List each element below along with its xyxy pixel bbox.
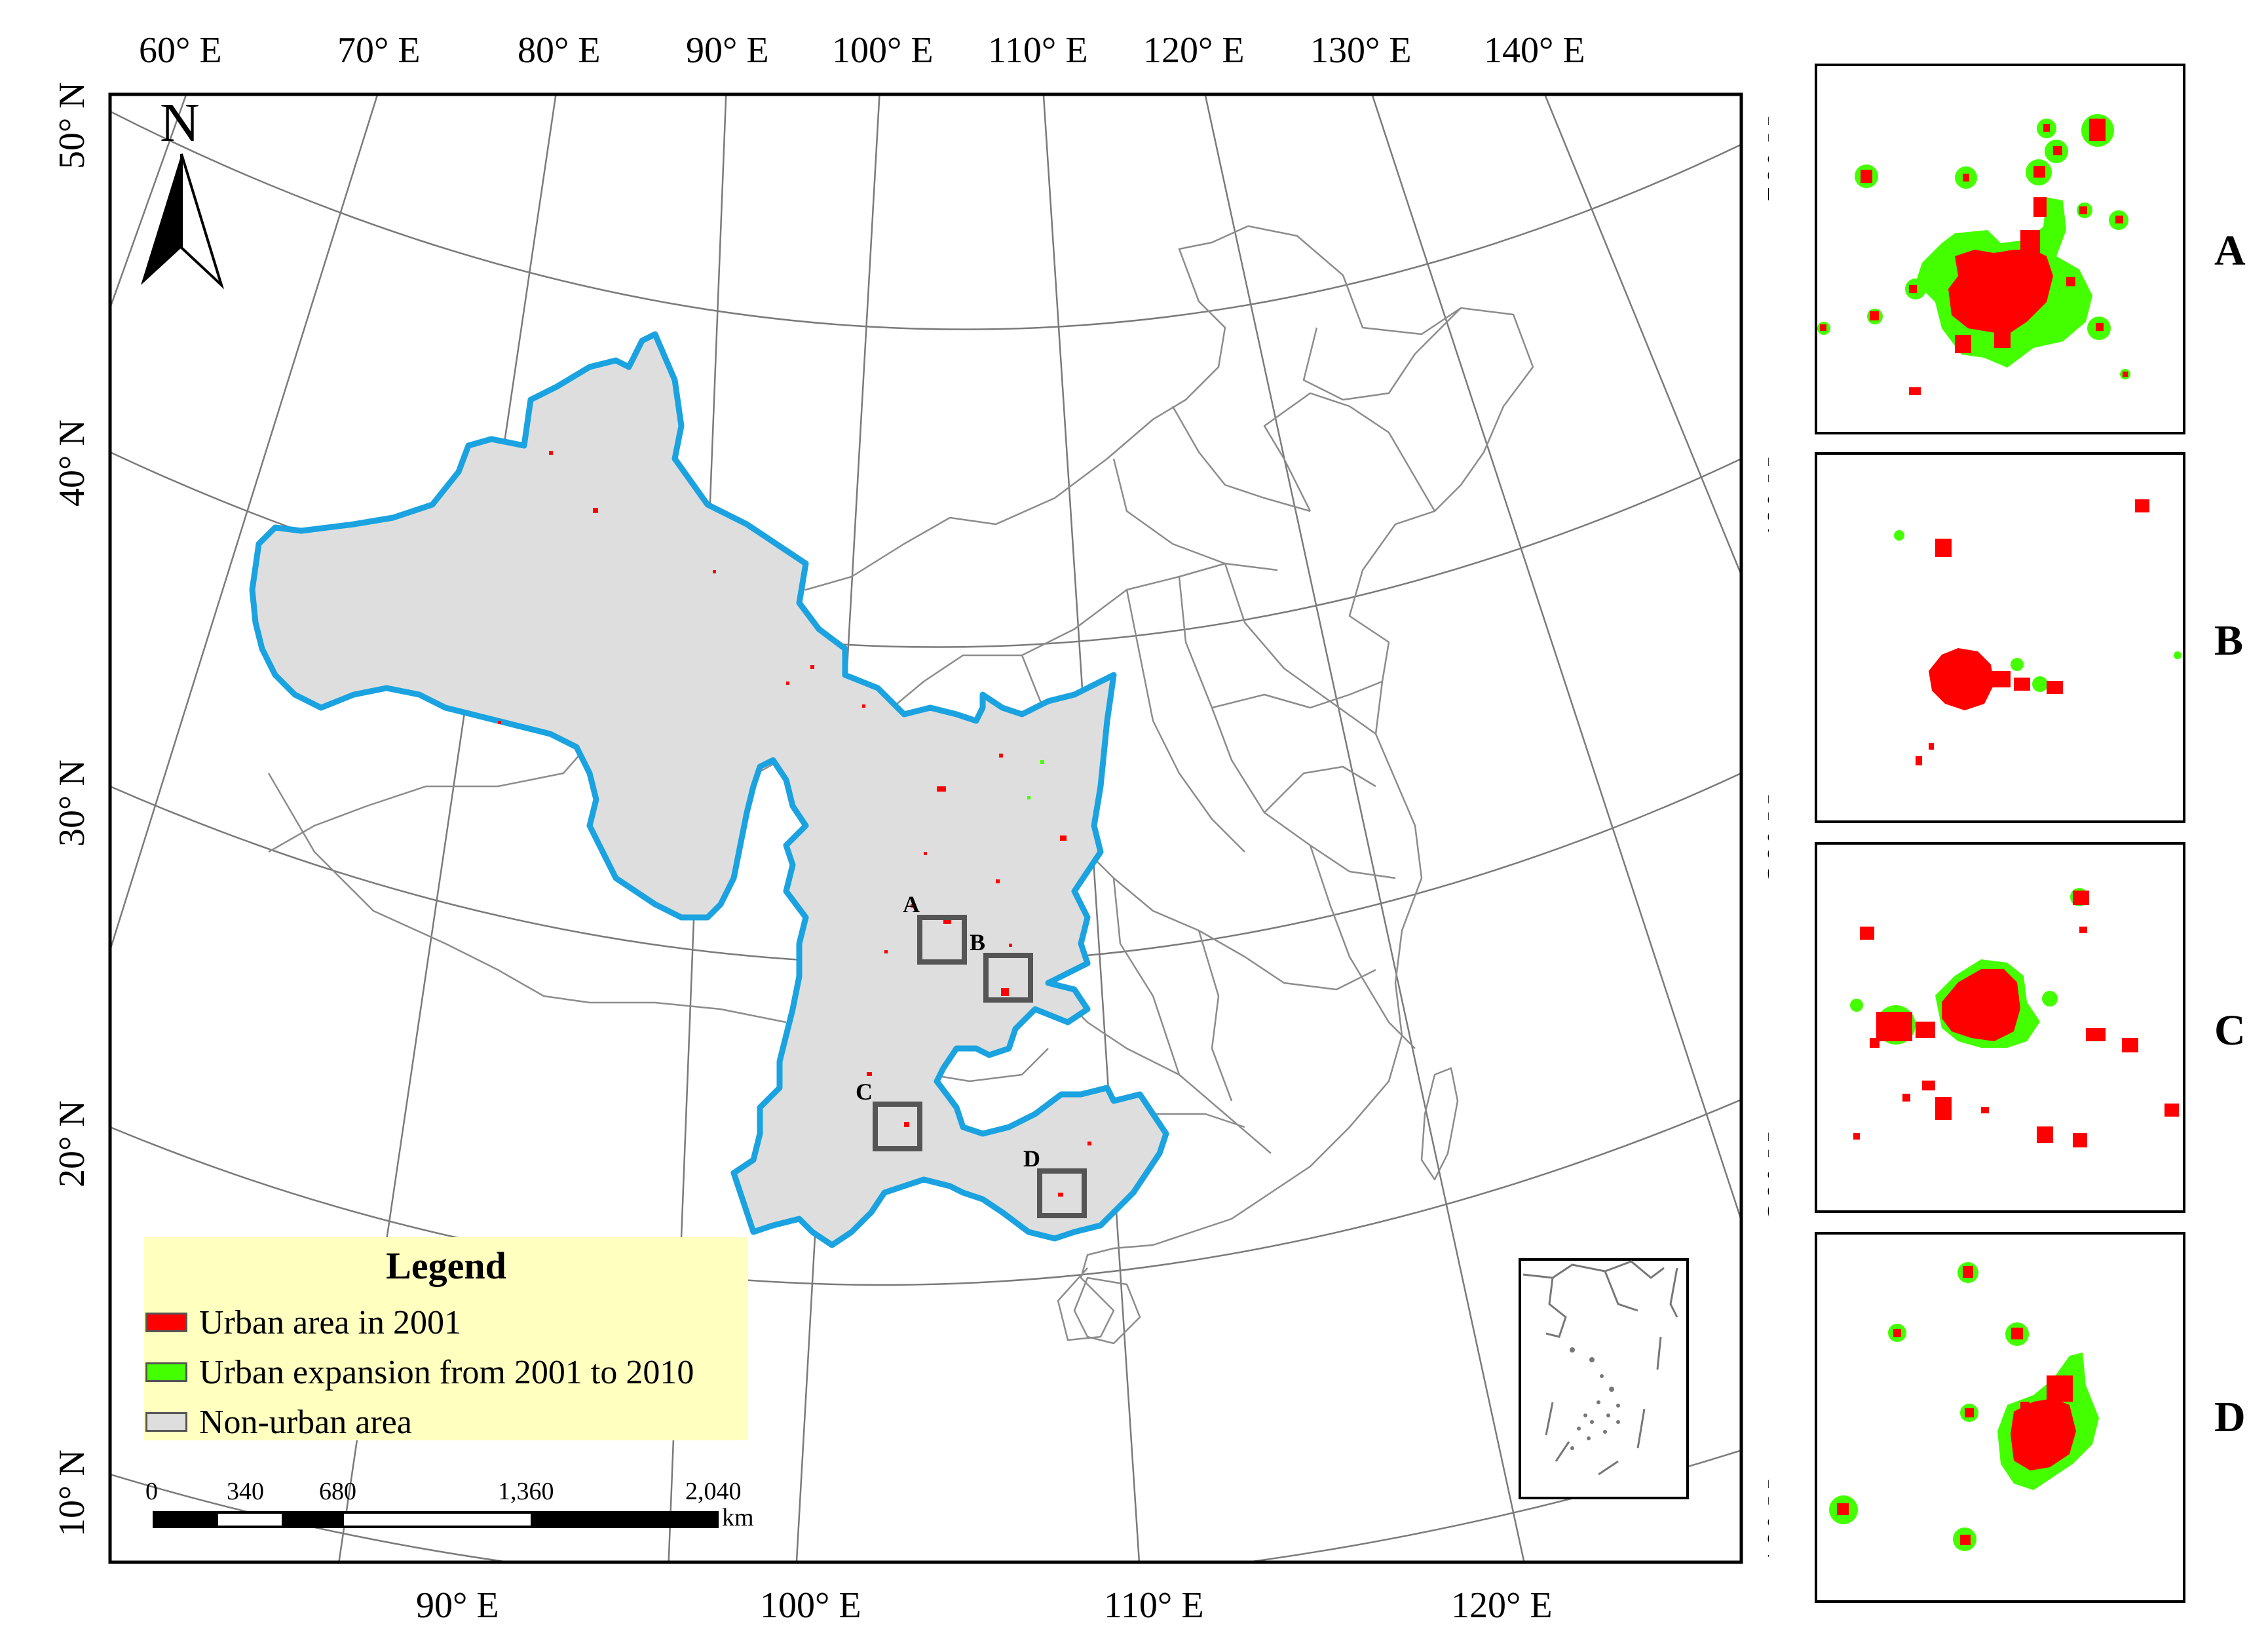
- scale-unit: km: [722, 1504, 754, 1531]
- lat-label-right: 30° N: [1760, 794, 1769, 881]
- lat-label-right: 50° N: [1760, 116, 1769, 203]
- lon-label-top: 70° E: [337, 30, 421, 71]
- study-region: [249, 331, 1169, 1248]
- north-arrow-icon: [141, 154, 181, 285]
- legend-swatch-green: [145, 1362, 187, 1382]
- study-box-a[interactable]: [917, 915, 967, 965]
- panel-label-b: B: [2214, 617, 2244, 664]
- legend-label: Non-urban area: [199, 1403, 412, 1441]
- lon-label-top: 120° E: [1143, 30, 1245, 71]
- legend-item-non-urban: Non-urban area: [145, 1402, 412, 1442]
- lat-label-right: 40° N: [1760, 457, 1769, 544]
- lon-label-bottom: 110° E: [1104, 1585, 1204, 1626]
- top-longitude-labels: 60° E 70° E 80° E 90° E 100° E 110° E 12…: [139, 30, 1585, 71]
- panel-c: [1815, 842, 2185, 1213]
- legend-label: Urban area in 2001: [199, 1303, 461, 1341]
- north-arrow-label: N: [160, 92, 200, 153]
- lon-label-top: 130° E: [1310, 30, 1412, 71]
- legend-item-urban-expansion: Urban expansion from 2001 to 2010: [145, 1353, 694, 1392]
- legend-item-urban-2001: Urban area in 2001: [145, 1303, 461, 1342]
- study-box-label: B: [970, 929, 985, 955]
- panel-b: [1815, 452, 2185, 823]
- legend-label: Urban expansion from 2001 to 2010: [199, 1353, 694, 1391]
- study-box-label: A: [903, 891, 920, 917]
- lon-label-bottom: 120° E: [1451, 1585, 1553, 1626]
- panel-label-a: A: [2214, 227, 2246, 275]
- lat-label-left: 10° N: [52, 1450, 92, 1537]
- urban-expansion-dots: [1027, 760, 1044, 799]
- lat-label-right: 10° N: [1760, 1479, 1769, 1566]
- scale-tick-label: 2,040: [685, 1478, 742, 1505]
- right-latitude-labels: 50° N 40° N 30° N 20° N 10° N: [1760, 116, 1801, 1566]
- panel-d: [1815, 1232, 2185, 1603]
- map-frame: [108, 92, 1743, 1564]
- study-box-d[interactable]: [1037, 1168, 1087, 1218]
- scale-bar: 0 340 680 1,360 2,040 km: [145, 1478, 754, 1531]
- study-box-b[interactable]: [983, 953, 1033, 1003]
- legend-swatch-grey: [145, 1412, 187, 1432]
- lon-label-top: 60° E: [139, 30, 222, 71]
- country-boundaries: [267, 225, 1534, 1345]
- south-china-sea-inset: [1519, 1258, 1689, 1499]
- north-arrow: N: [141, 92, 225, 290]
- scale-tick-label: 680: [319, 1478, 356, 1505]
- lon-label-top: 140° E: [1484, 30, 1585, 71]
- legend-title: Legend: [386, 1244, 506, 1287]
- main-map: 60° E 70° E 80° E 90° E 100° E 110° E 12…: [52, 30, 1801, 1626]
- lat-label-left: 40° N: [52, 419, 92, 507]
- legend-swatch-red: [145, 1313, 187, 1332]
- legend: Legend Urban area in 2001 Urban expansio…: [144, 1237, 748, 1442]
- left-latitude-labels: 50° N 40° N 30° N 20° N 10° N: [52, 82, 92, 1537]
- study-box-label: C: [856, 1079, 873, 1105]
- panel-label-c: C: [2214, 1007, 2246, 1054]
- lon-label-bottom: 90° E: [416, 1585, 499, 1626]
- lat-label-left: 30° N: [52, 759, 92, 847]
- study-box-labels: A B C D: [856, 891, 1040, 1172]
- urban-dots: [498, 451, 1091, 1197]
- lon-label-top: 80° E: [518, 30, 601, 71]
- lat-label-right: 20° N: [1760, 1132, 1769, 1219]
- lat-label-left: 50° N: [52, 82, 92, 169]
- lon-label-bottom: 100° E: [760, 1585, 861, 1626]
- panel-label-d: D: [2214, 1393, 2246, 1441]
- lon-label-top: 90° E: [686, 30, 769, 71]
- lat-label-left: 20° N: [52, 1100, 92, 1187]
- scale-tick-label: 1,360: [498, 1478, 554, 1505]
- scale-tick-label: 0: [145, 1478, 158, 1505]
- lon-label-top: 110° E: [988, 30, 1088, 71]
- study-box-c[interactable]: [873, 1102, 922, 1151]
- lon-label-top: 100° E: [832, 30, 934, 71]
- panel-a: [1815, 64, 2185, 434]
- study-box-label: D: [1023, 1145, 1040, 1172]
- bottom-longitude-labels: 90° E 100° E 110° E 120° E: [416, 1585, 1553, 1626]
- scale-tick-label: 340: [227, 1478, 264, 1505]
- study-boxes: [873, 915, 1087, 1218]
